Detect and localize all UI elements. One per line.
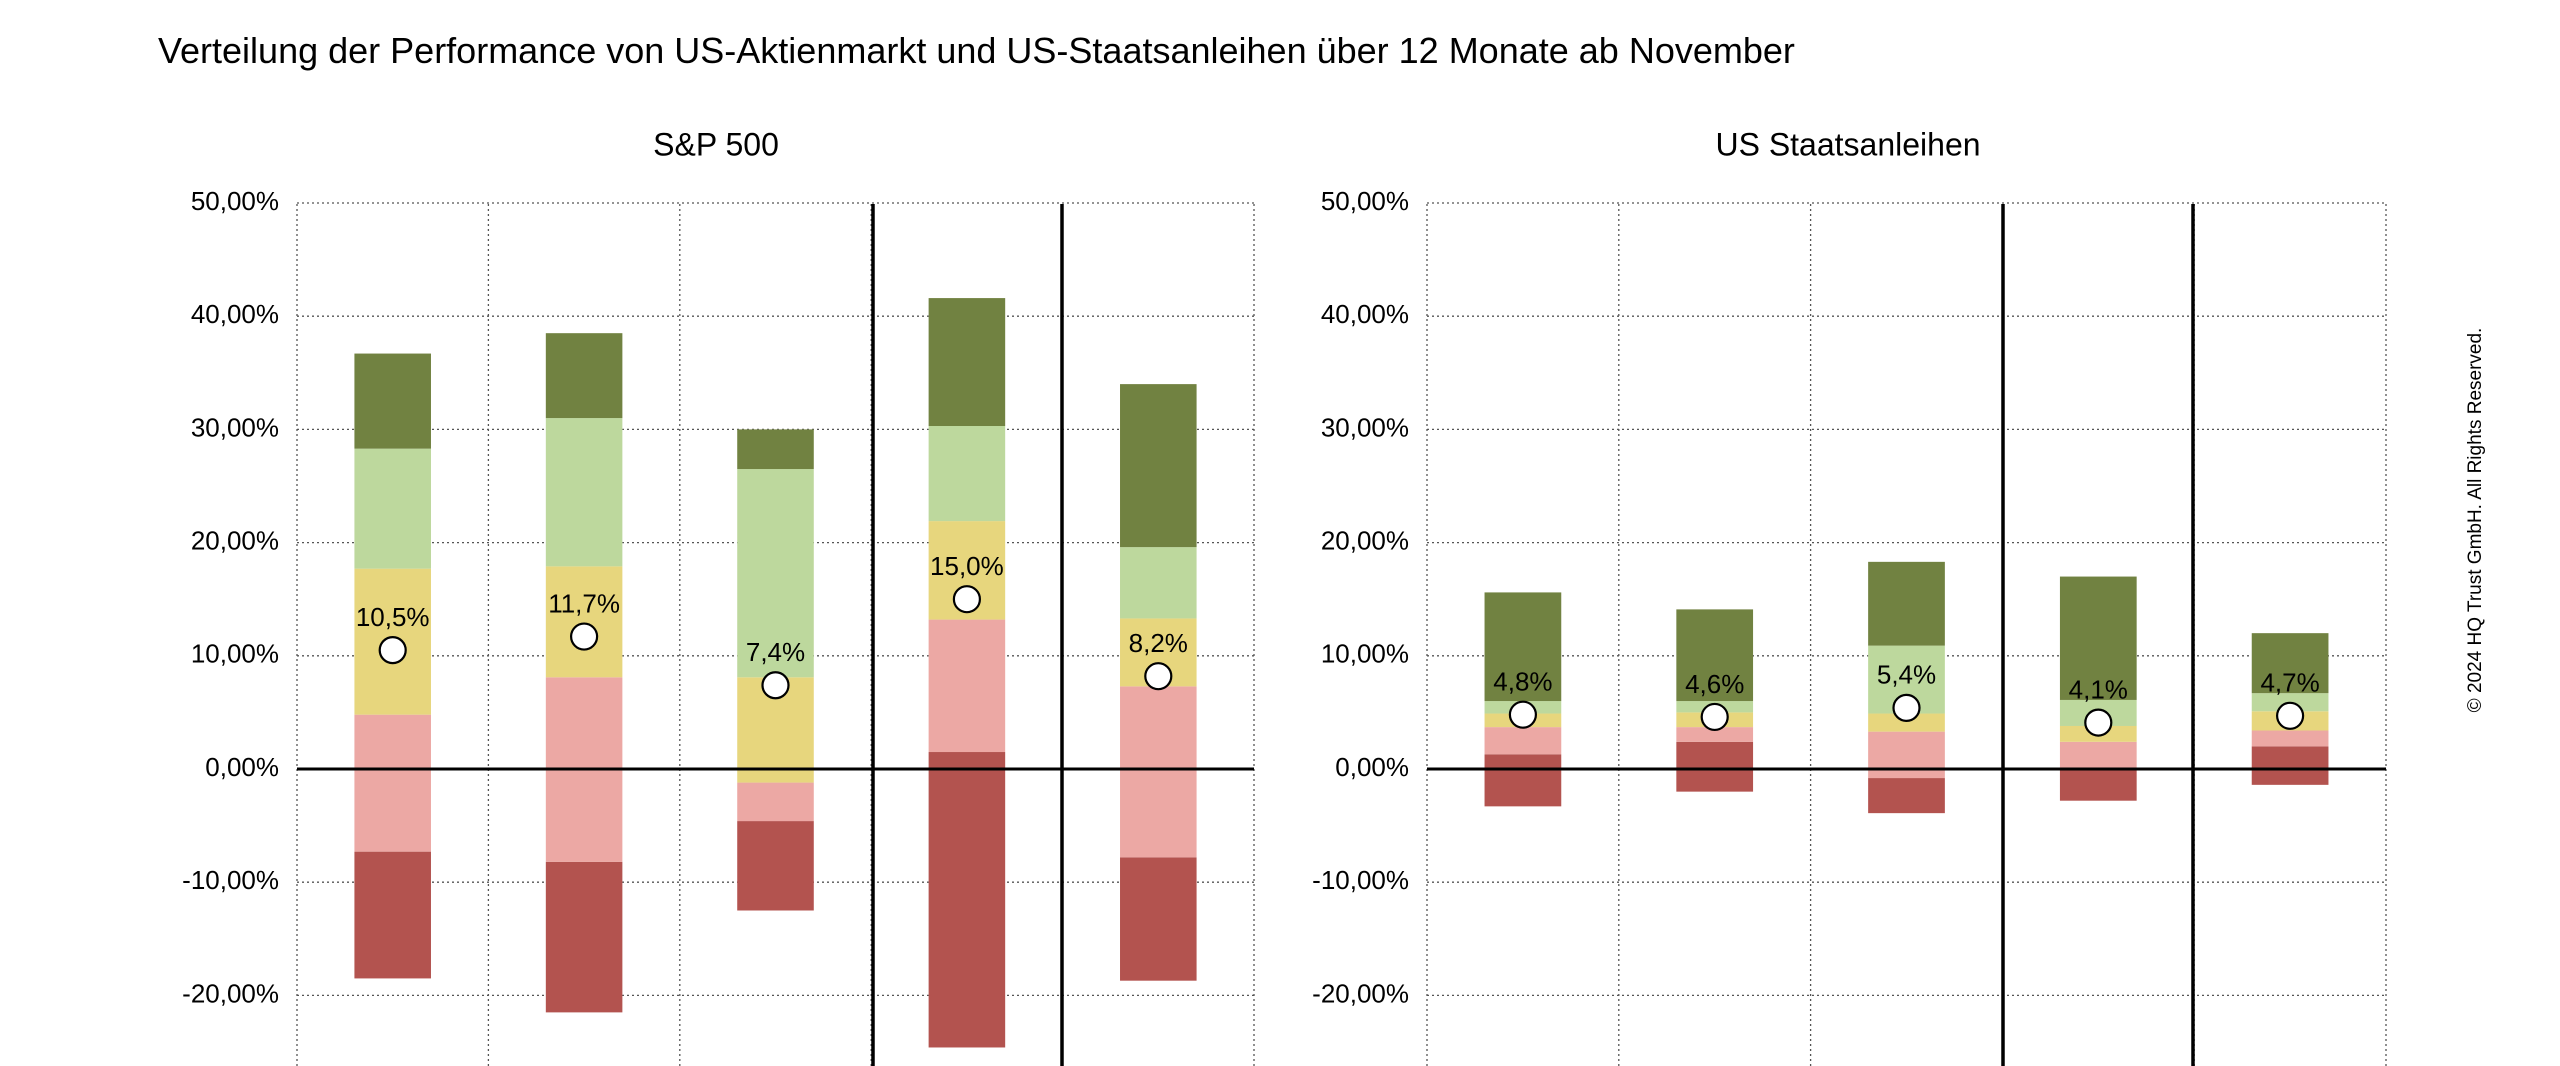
y-tick-label: 50,00% [1321,186,1409,216]
bar-segment [2251,633,2329,694]
bar-segment [1868,713,1945,732]
bar-segment [1868,778,1945,814]
data-label: 4,8% [1493,667,1552,697]
bar-segment [928,298,1006,427]
bar-segment [2251,746,2329,785]
bar-segment [1120,547,1197,619]
bar-segment [545,861,623,1013]
data-label: 4,7% [2260,668,2319,698]
bar-segment [1484,592,1562,702]
bar-segment [737,429,814,470]
bar-segment [1676,741,1754,792]
y-tick-label: 10,00% [191,639,279,669]
bar-segment [1120,857,1197,981]
y-tick-label: 40,00% [1321,299,1409,329]
mean-marker [1508,700,1538,729]
bar-segment [545,566,623,678]
bar-segment [354,448,431,569]
mean-marker [2276,701,2305,730]
bar-segment [1120,686,1197,858]
y-tick-label: 30,00% [1321,412,1409,442]
bar-segment [2059,767,2137,801]
y-tick-label: 40,00% [191,299,279,329]
y-tick-label: 50,00% [191,186,279,216]
bar-segment [1868,731,1945,779]
bar-segment [354,353,431,449]
bar-segment [1484,727,1562,755]
bar-segment [545,418,623,567]
bar-segment [354,714,431,852]
mean-marker [952,585,982,614]
panel-title: US Staatsanleihen [1715,126,1980,162]
data-label: 7,4% [746,637,805,667]
bar-segment [545,333,623,419]
data-label: 4,1% [2069,674,2128,704]
y-tick-label: 20,00% [191,525,279,555]
y-tick-label: 0,00% [1335,752,1409,782]
data-label: 8,2% [1129,628,1188,658]
y-tick-label: 10,00% [1321,639,1409,669]
bar-segment [1120,384,1197,548]
bar-segment [2251,730,2329,747]
y-tick-label: 20,00% [1321,525,1409,555]
mean-marker [1144,662,1173,691]
y-tick-label: -10,00% [182,865,279,895]
chart-title: Verteilung der Performance von US-Aktien… [158,30,1795,71]
bar-segment [1868,561,1945,646]
y-tick-label: 30,00% [191,412,279,442]
bar-segment [928,752,1006,1048]
mean-marker [761,671,790,700]
data-label: 5,4% [1877,660,1936,690]
bar-segment [1676,609,1754,702]
y-tick-label: -20,00% [182,978,279,1008]
bar-segment [737,821,814,911]
mean-marker [378,636,407,665]
data-label: 15,0% [930,551,1004,581]
bar-segment [928,619,1006,753]
y-tick-label: -10,00% [1312,865,1409,895]
y-tick-label: -20,00% [1312,978,1409,1008]
bar-segment [2059,741,2137,768]
mean-marker [1892,693,1921,722]
bar-segment [737,782,814,822]
data-label: 11,7% [548,588,620,618]
mean-marker [2084,708,2113,737]
bar-segment [2059,576,2137,700]
bar-segment [737,469,814,678]
data-label: 4,6% [1685,669,1744,699]
panel-title: S&P 500 [653,126,779,162]
bar-segment [354,851,431,979]
y-tick-label: 0,00% [205,752,279,782]
mean-marker [569,622,599,651]
mean-marker [1700,702,1729,732]
bar-segment [1484,754,1562,807]
bar-segment [1676,727,1754,742]
bar-segment [928,426,1006,522]
data-label: 10,5% [356,602,430,632]
